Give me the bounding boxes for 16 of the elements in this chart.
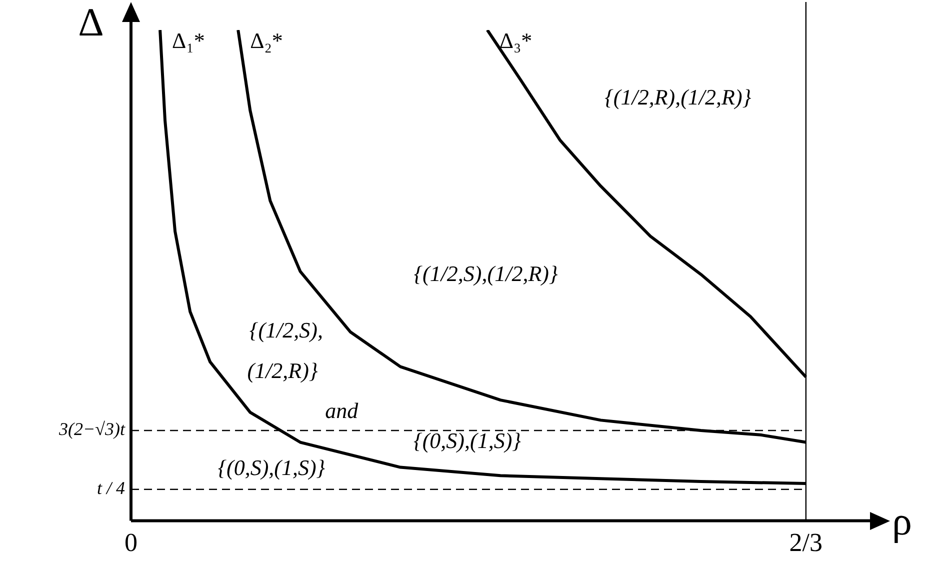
annotation: and	[325, 398, 360, 424]
annotation: {(1/2,R),(1/2,R)}	[604, 84, 752, 110]
annotation: {(1/2,S),	[249, 318, 323, 343]
series-label: Δ₁*	[172, 28, 205, 53]
annotation: (1/2,R)}	[247, 358, 318, 383]
series-label: Δ₂*	[250, 28, 283, 53]
ref-line-label: t / 4	[96, 478, 125, 498]
series-label: Δ₃*	[499, 28, 532, 53]
ref-line-label: 3(2−√3)t	[58, 419, 126, 440]
x-tick-label: 0	[124, 528, 138, 558]
x-tick-label: 2/3	[789, 528, 823, 558]
annotation: {(1/2,S),(1/2,R)}	[414, 261, 558, 286]
annotation: {(0,S),(1,S)}	[218, 455, 326, 480]
x-axis-title: ρ	[892, 498, 912, 544]
annotation: {(0,S),(1,S)}	[414, 428, 522, 454]
y-axis-title: Δ	[78, 0, 104, 44]
